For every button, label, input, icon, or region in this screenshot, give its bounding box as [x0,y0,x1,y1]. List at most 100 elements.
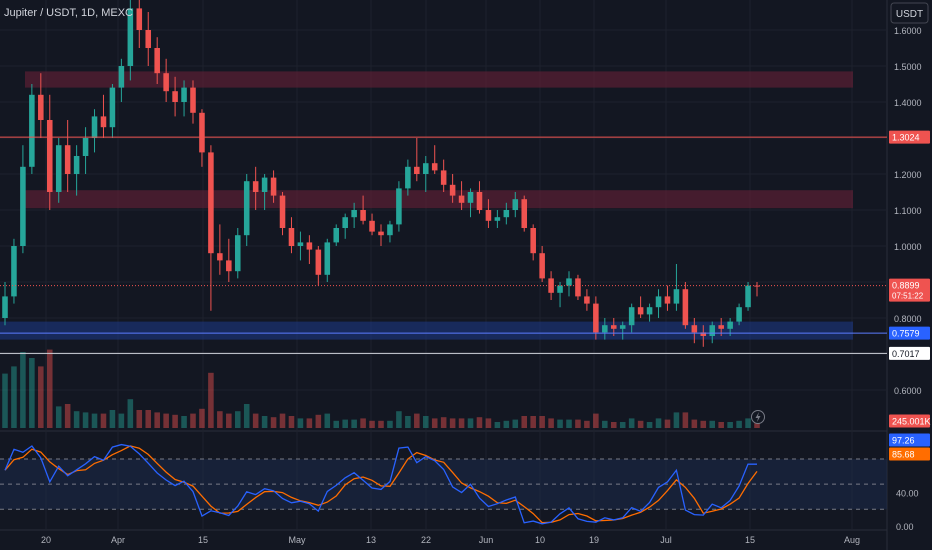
volume-bar [396,411,402,428]
candle-body [378,231,384,236]
volume-bar [431,418,438,428]
volume-bar [261,416,268,428]
candle-body [646,307,653,315]
candle-body [655,296,662,308]
candle-body [584,296,590,304]
time-tick-label: Apr [111,535,125,545]
volume-bar [727,422,733,428]
candle-body [405,166,411,189]
volume-bar [664,419,671,428]
candle-body [512,199,519,210]
low-price-label: 0.7017 [892,349,920,359]
support-price-label-bg [889,326,930,340]
volume-bar [619,422,626,428]
candle-body [610,325,617,329]
candle-body [306,242,313,250]
volume-bar [512,419,519,428]
candlestick-series [2,0,760,347]
candle-body [208,152,214,254]
candle-body [736,307,742,322]
candle-body [503,210,510,218]
volume-bar [655,418,662,428]
candle-body [324,242,331,275]
volume-bar [333,420,340,428]
resistance-price-label-bg [889,130,930,144]
volume-bar [700,420,707,428]
volume-bar [181,416,187,428]
price-tick-label: 1.0000 [894,242,922,252]
candle-body [745,285,751,308]
volume-bar [154,412,160,428]
volume-bar [11,366,17,428]
volume-bar [324,413,331,428]
candle-body [199,112,205,153]
candle-body [414,166,420,174]
candle-body [46,120,53,192]
price-tick-label: 1.2000 [894,170,922,180]
candle-body [100,116,107,128]
volume-bar [100,413,107,428]
time-tick-label: Jun [479,535,494,545]
volume-bar [46,349,53,428]
volume-bar [342,419,348,428]
candle-body [575,278,581,297]
volume-bar [718,422,724,428]
volume-bar [29,358,35,428]
candle-body [557,285,563,293]
time-tick-label: 15 [745,535,755,545]
candle-body [718,325,724,329]
candle-body [342,217,348,228]
candle-body [431,163,438,171]
candle-body [154,48,160,74]
volume-bar [494,422,501,428]
stochastic-pane [0,443,887,525]
time-axis[interactable]: 20 Apr 15 May 13 22 Jun 10 19 Jul 15 Aug [41,535,860,545]
candle-body [369,220,375,232]
volume-bar [38,366,44,428]
volume-bar [20,352,26,428]
currency-label: USDT [896,9,923,20]
candle-body [315,249,322,275]
horizontal-levels[interactable] [0,136,887,354]
price-zone [25,71,853,88]
volume-bar [172,414,178,428]
volume-bar [55,406,62,428]
candle-body [288,228,295,246]
volume-bar [190,413,196,428]
stoch-tick-label: 40.00 [896,489,919,499]
volume-bar [673,412,680,428]
time-tick-label: 22 [421,535,431,545]
volume-bar [566,419,572,428]
volume-bar [199,408,205,428]
volume-bar [593,413,599,428]
candle-body [566,278,572,286]
volume-bar [279,413,286,428]
volume-bar [530,416,536,428]
volume-bar [610,422,617,428]
stoch-tick-label: 0.00 [896,522,914,532]
price-zones [0,71,853,340]
stoch-k-label: 97.26 [892,436,915,446]
volume-bar [467,418,474,428]
volume-bar [440,417,447,428]
stoch-k-line [4,443,758,525]
volume-bar [691,419,698,428]
volume-bar [73,411,80,428]
candle-body [29,94,35,167]
volume-bar [127,399,134,428]
candle-body [682,289,689,326]
volume-label-bg [889,414,930,428]
last-price-label-bg [889,278,930,302]
lightning-icon[interactable] [751,410,765,424]
volume-label: 245.001K [892,417,931,427]
candle-body [279,195,286,228]
candle-body [172,91,178,102]
volume-bar [602,420,608,428]
currency-button[interactable]: USDT [890,2,929,24]
candle-body [700,332,707,336]
candle-body [252,181,259,192]
volume-bar [521,416,528,428]
